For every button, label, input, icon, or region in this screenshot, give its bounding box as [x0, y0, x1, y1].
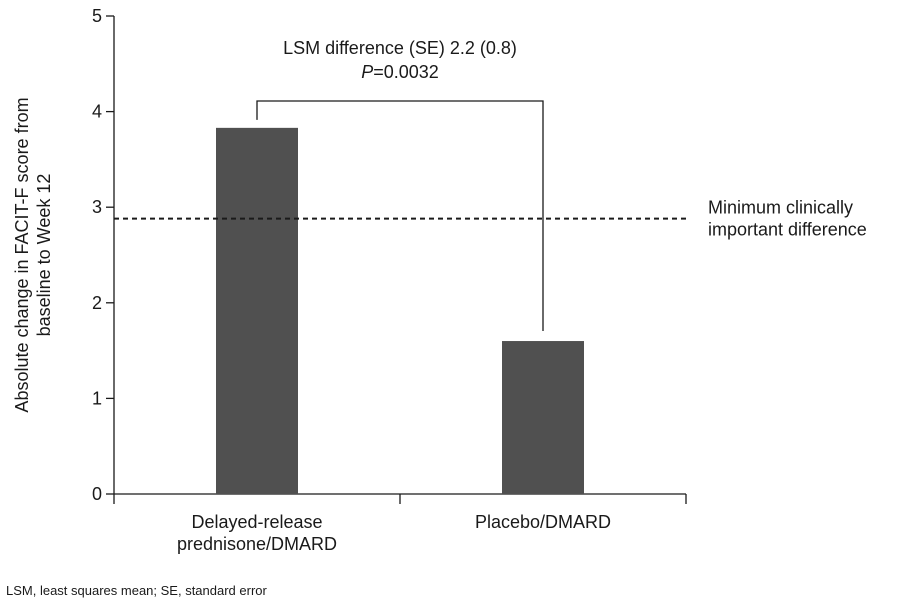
- bar: [216, 127, 298, 495]
- reference-line-label-line: Minimum clinically: [708, 198, 853, 218]
- x-category-label-line: prednisone/DMARD: [177, 534, 337, 554]
- p-label: P: [361, 62, 373, 82]
- chart-annotations: Minimum clinically important difference LS…: [114, 38, 867, 332]
- x-category-label: Delayed-release prednisone/DMARD: [177, 512, 337, 554]
- p-value-label: P=0.0032: [361, 62, 439, 82]
- comparison-label: LSM difference (SE) 2.2 (0.8): [283, 38, 517, 58]
- x-category-label-line: Delayed-release: [191, 512, 322, 532]
- y-tick-label: 5: [92, 6, 102, 26]
- footnote: LSM, least squares mean; SE, standard er…: [6, 583, 267, 598]
- y-axis-label-line: Absolute change in FACIT-F score from: [12, 97, 32, 412]
- reference-line-label-line: important difference: [708, 220, 867, 240]
- reference-line-label: Minimum clinically important difference: [708, 198, 867, 240]
- y-tick-label: 4: [92, 102, 102, 122]
- x-category-label: Placebo/DMARD: [475, 512, 611, 532]
- comparison-bracket: [256, 100, 544, 332]
- y-tick-label: 2: [92, 293, 102, 313]
- y-tick-label: 3: [92, 197, 102, 217]
- y-tick-label: 1: [92, 388, 102, 408]
- x-category-label-line: Placebo/DMARD: [475, 512, 611, 532]
- chart-bars: [216, 127, 584, 495]
- y-tick-label: 0: [92, 484, 102, 504]
- bar: [502, 341, 584, 494]
- y-axis-label-line: baseline to Week 12: [34, 174, 54, 337]
- y-axis-label: Absolute change in FACIT-F score from bas…: [12, 97, 54, 412]
- p-value: =0.0032: [373, 62, 439, 82]
- chart-axes: 0 1 2 3 4 5 Absolute change in FACIT-F score f…: [12, 6, 687, 554]
